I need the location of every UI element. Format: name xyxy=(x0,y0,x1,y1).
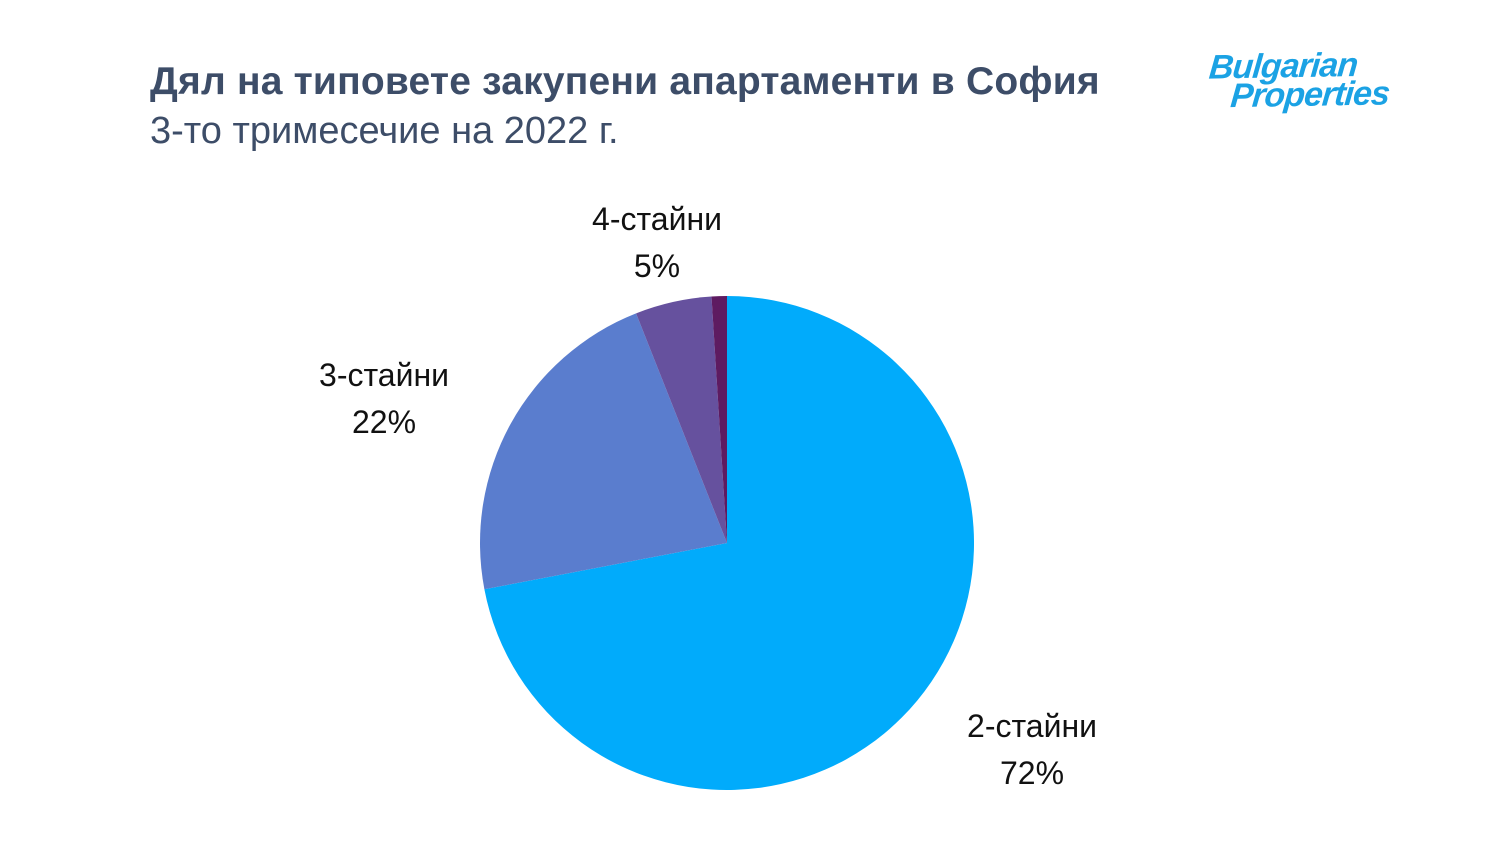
slice-label-4-stayni: 4-стайни 5% xyxy=(547,196,767,290)
slice-name: 4-стайни xyxy=(592,201,722,237)
page-subtitle: 3-то тримесечие на 2022 г. xyxy=(150,110,619,152)
pie-slice-3-стайни xyxy=(480,313,727,590)
pie-chart-container xyxy=(480,296,974,790)
pie-slice-2-стайни xyxy=(484,296,974,790)
pie-chart xyxy=(480,296,974,790)
slice-label-2-stayni: 2-стайни 72% xyxy=(922,703,1142,797)
slice-name: 2-стайни xyxy=(967,708,1097,744)
bulgarian-properties-logo: Bulgarian Properties xyxy=(1205,46,1393,116)
chart-header: Дял на типовете закупени апартаменти в С… xyxy=(150,58,1190,155)
logo-line2: Properties xyxy=(1228,74,1391,116)
pie-slice-other-3 xyxy=(711,296,727,543)
page-title: Дял на типовете закупени апартаменти в С… xyxy=(150,60,1100,103)
slice-label-3-stayni: 3-стайни 22% xyxy=(274,352,494,446)
slice-percent: 22% xyxy=(351,404,417,440)
slice-name: 3-стайни xyxy=(319,357,449,393)
slice-percent: 72% xyxy=(999,755,1065,791)
pie-slice-4-стайни xyxy=(636,296,727,543)
slice-percent: 5% xyxy=(633,248,681,284)
